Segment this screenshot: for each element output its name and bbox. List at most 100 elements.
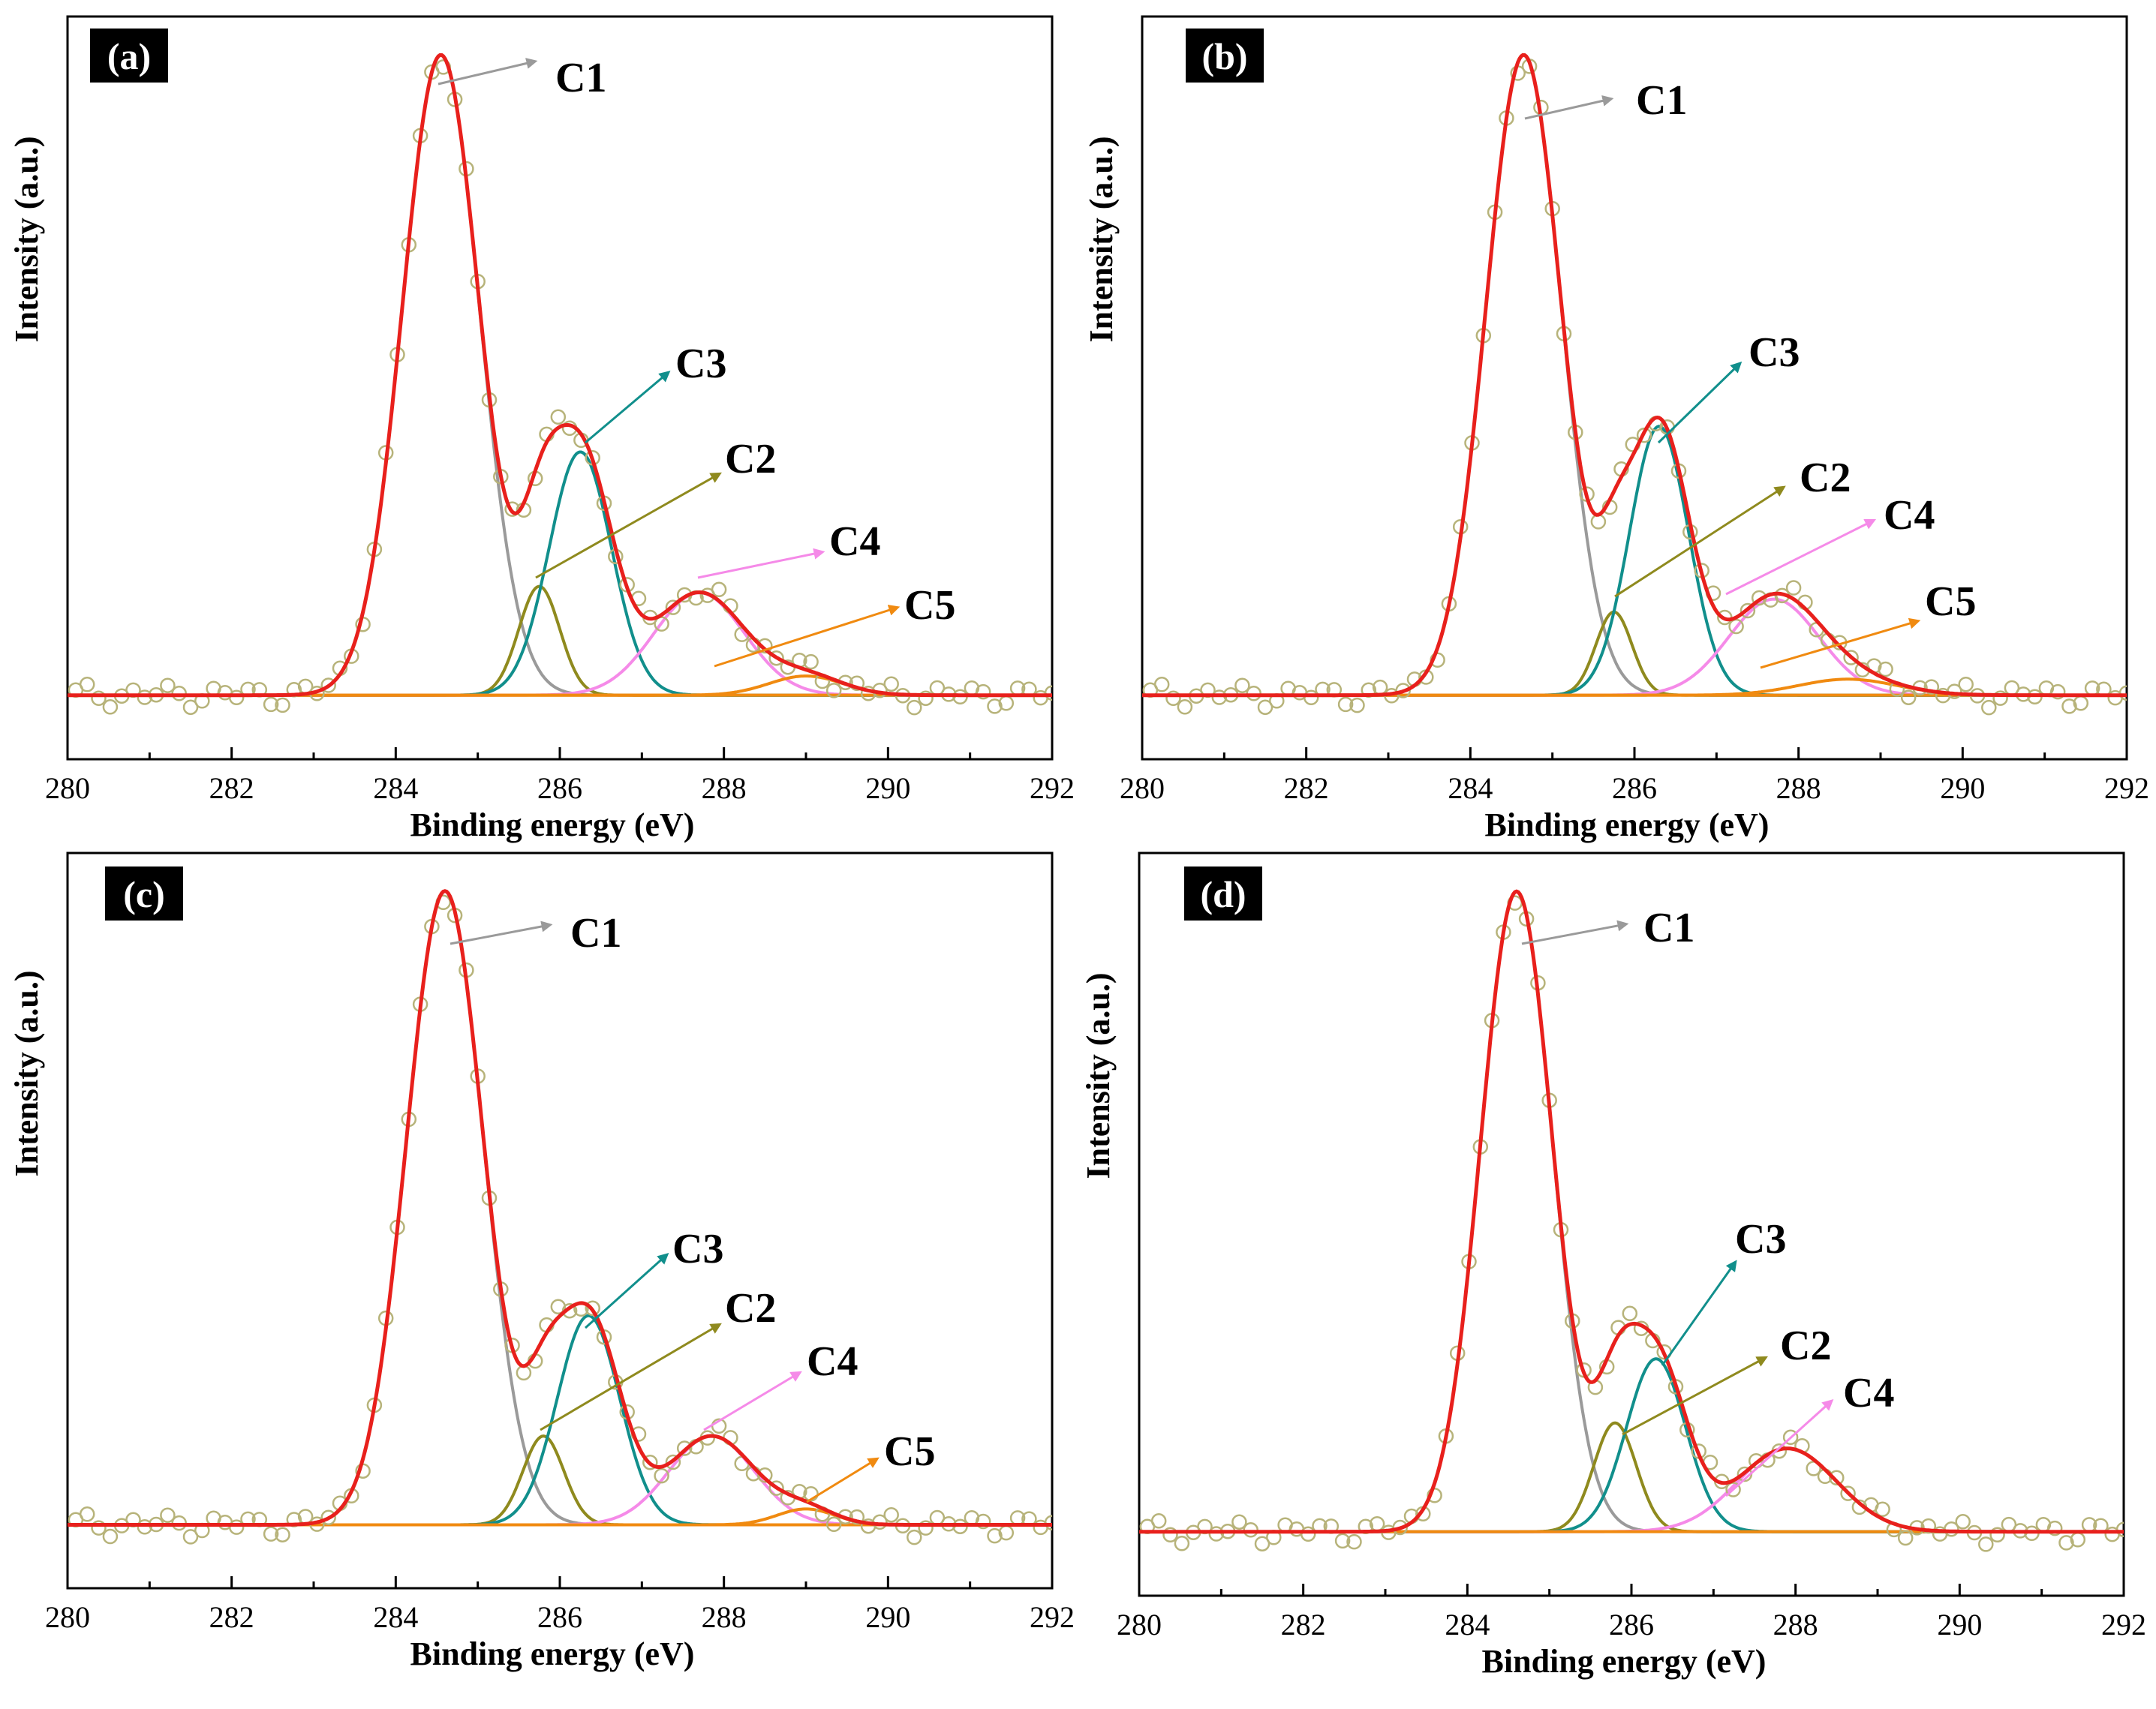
data-point xyxy=(263,1526,279,1542)
panel-label-box xyxy=(1186,29,1264,83)
x-tick-label: 288 xyxy=(1773,1608,1818,1641)
data-point xyxy=(803,653,819,670)
annotation-arrow-C3 xyxy=(1661,1260,1737,1366)
annotation-label-C5: C5 xyxy=(884,1428,935,1475)
annotation-arrow-C4 xyxy=(1724,1398,1834,1497)
plot-frame xyxy=(1138,851,2125,1597)
data-point xyxy=(1165,690,1181,707)
data-point xyxy=(320,1509,336,1526)
data-point xyxy=(987,698,1003,714)
annotation-label-C2: C2 xyxy=(725,436,776,482)
annotation-label-C4: C4 xyxy=(829,518,880,565)
component-curve-C3 xyxy=(68,450,1052,697)
annotation-label-C1: C1 xyxy=(1636,77,1687,124)
data-point xyxy=(757,638,773,654)
data-point xyxy=(2118,685,2127,701)
data-point xyxy=(825,1516,842,1533)
annotation-arrow-C4 xyxy=(703,1371,802,1431)
data-point xyxy=(1231,1514,1247,1530)
x-axis-title: Binding energy (eV) xyxy=(410,806,695,843)
x-tick-label: 288 xyxy=(702,771,747,805)
component-curve-C3 xyxy=(68,1314,1052,1527)
data-point xyxy=(275,697,290,713)
x-tick-label: 288 xyxy=(702,1600,747,1634)
data-point xyxy=(1177,699,1193,715)
x-tick-label: 282 xyxy=(1284,771,1329,805)
data-point xyxy=(320,677,336,693)
panel-a: 280 282 284 286 288 290 292 Binding energy (eV)… xyxy=(8,15,1075,843)
data-point xyxy=(825,683,842,698)
data-point xyxy=(1334,1533,1351,1549)
data-point xyxy=(228,1519,245,1535)
data-point xyxy=(1337,696,1354,713)
data-point xyxy=(654,1467,669,1484)
data-point xyxy=(2058,1535,2074,1551)
x-axis-title: Binding energy (eV) xyxy=(1485,806,1770,843)
data-point xyxy=(711,581,727,598)
panel-label-box xyxy=(105,867,183,921)
x-tick-label: 292 xyxy=(2101,1608,2146,1641)
plot-area xyxy=(68,53,1052,716)
data-point xyxy=(91,1520,107,1536)
data-point xyxy=(1920,1518,1937,1534)
annotation-arrow-C5 xyxy=(714,605,901,668)
data-point xyxy=(1978,1536,1994,1552)
x-tick-label: 286 xyxy=(537,1600,582,1634)
data-point xyxy=(1153,677,1170,692)
data-point xyxy=(654,616,669,632)
annotation-label-C1: C1 xyxy=(555,55,606,101)
data-point xyxy=(2061,698,2077,714)
annotation-label-C3: C3 xyxy=(672,1226,723,1272)
x-tick-label: 292 xyxy=(1030,1600,1075,1634)
y-axis-title: Intensity (a.u.) xyxy=(8,970,45,1176)
data-point xyxy=(585,1300,600,1317)
annotation-label-C3: C3 xyxy=(675,341,726,387)
x-tick-label: 282 xyxy=(209,1600,254,1634)
data-point xyxy=(1728,618,1744,635)
panel-c: 280 282 284 286 288 290 292 Binding energy (eV)… xyxy=(8,851,1075,1672)
annotation-arrow-C1 xyxy=(1524,95,1614,120)
annotation-label-C2: C2 xyxy=(725,1285,776,1332)
data-point xyxy=(849,675,865,691)
y-axis-title: Intensity (a.u.) xyxy=(1080,972,1117,1179)
data-point xyxy=(1349,697,1365,713)
x-tick-label: 286 xyxy=(1612,771,1657,805)
data-point xyxy=(1958,676,1974,692)
panel-d: 280 282 284 286 288 290 292 Binding energy (eV)… xyxy=(1080,851,2146,1680)
plot-area xyxy=(1139,889,2124,1552)
y-axis-title: Intensity (a.u.) xyxy=(8,136,45,342)
data-point xyxy=(1211,689,1228,705)
x-tick-label: 284 xyxy=(373,771,418,805)
plot-area xyxy=(1142,53,2127,716)
data-point xyxy=(91,690,107,707)
envelope-fit xyxy=(1142,53,2127,698)
data-point xyxy=(1900,689,1917,705)
component-curve-C3 xyxy=(1139,1357,2124,1533)
data-point xyxy=(907,699,922,716)
annotation-arrow-C2 xyxy=(540,1323,722,1431)
x-tick-label: 280 xyxy=(1120,771,1165,805)
data-point xyxy=(2049,683,2066,700)
annotation-arrow-C2 xyxy=(535,472,722,579)
x-tick-label: 284 xyxy=(1448,771,1493,805)
x-tick-label: 280 xyxy=(1117,1608,1162,1641)
data-point xyxy=(883,676,899,692)
data-point xyxy=(1782,1429,1799,1446)
data-point xyxy=(1254,1536,1270,1551)
data-point xyxy=(1923,679,1940,695)
annotation-arrow-C1 xyxy=(1521,920,1629,945)
x-tick-label: 280 xyxy=(45,1600,90,1634)
data-point xyxy=(1785,580,1802,596)
annotation-label-C3: C3 xyxy=(1735,1216,1786,1263)
annotation-label-C1: C1 xyxy=(1643,905,1694,951)
data-point xyxy=(665,1454,681,1470)
data-point xyxy=(907,1529,922,1545)
data-point xyxy=(768,650,784,666)
panel-label: (a) xyxy=(107,35,151,77)
annotation-label-C3: C3 xyxy=(1749,329,1800,376)
data-point xyxy=(1162,1527,1178,1543)
x-axis-title: Binding energy (eV) xyxy=(410,1635,695,1672)
x-tick-label: 286 xyxy=(537,771,582,805)
annotation-label-C5: C5 xyxy=(904,582,955,629)
